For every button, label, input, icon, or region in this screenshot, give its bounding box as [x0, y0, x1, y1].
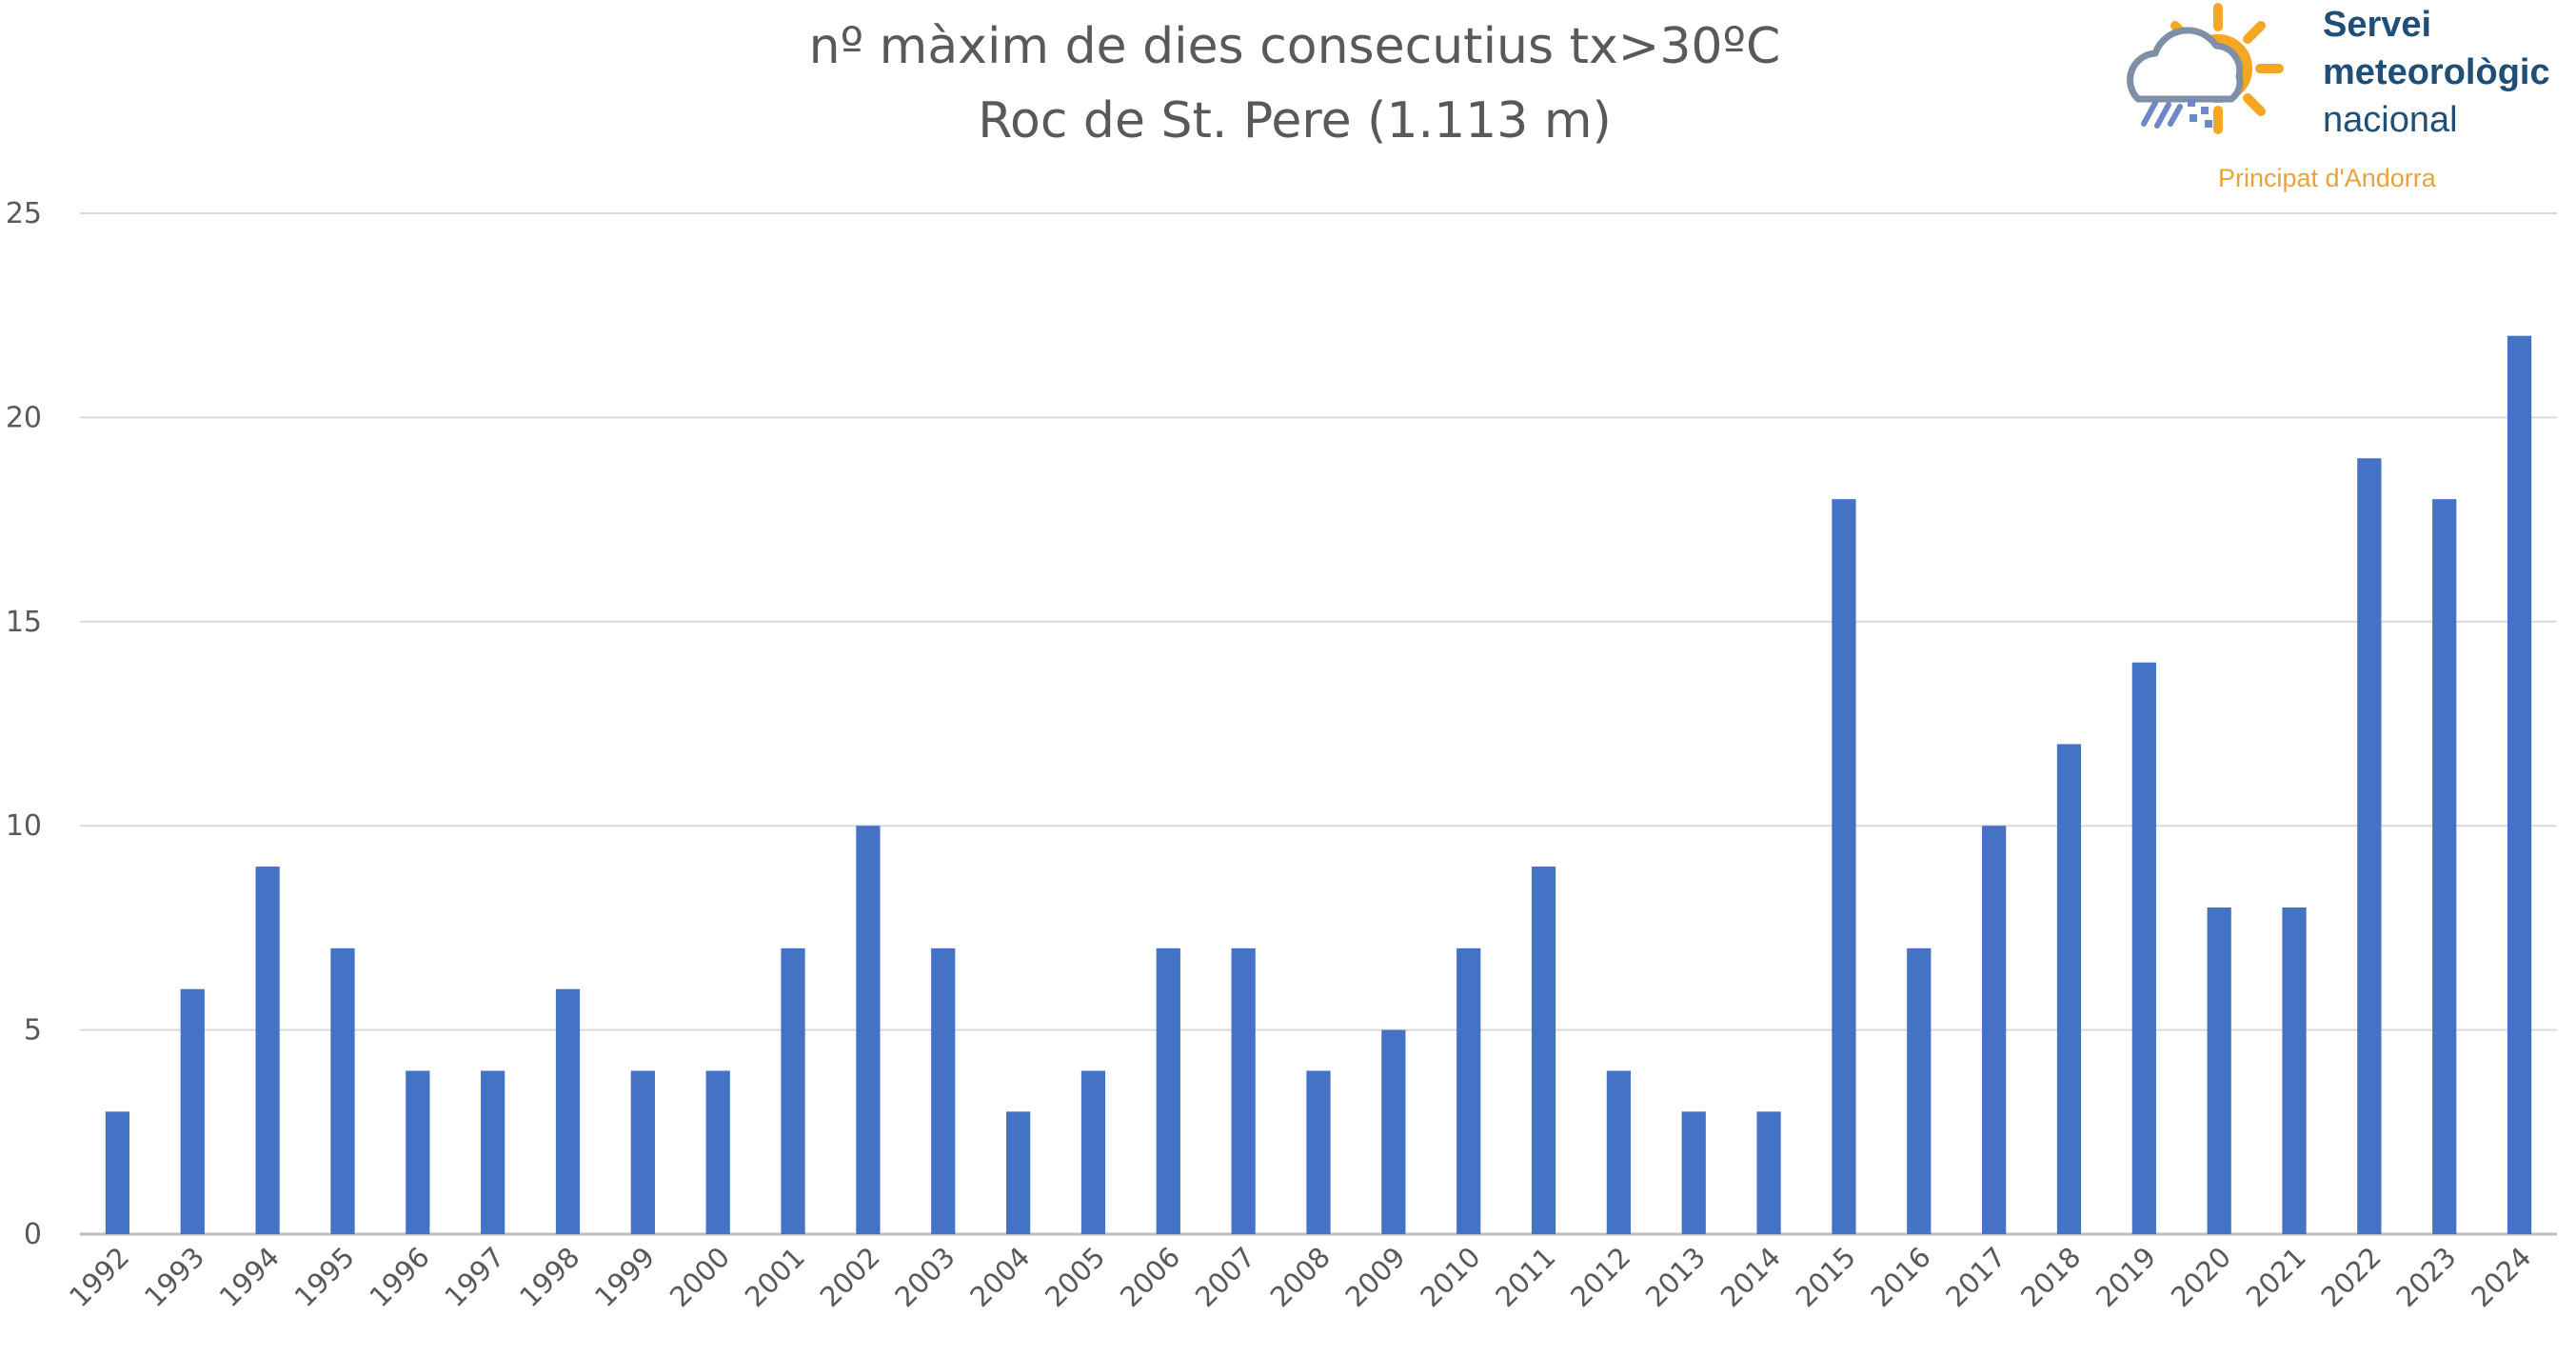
- bar-2019: [2131, 662, 2156, 1234]
- bar-1992: [105, 1111, 130, 1234]
- bar-2007: [1231, 947, 1256, 1234]
- bar-1997: [481, 1070, 505, 1234]
- x-tick-label: 2017: [1939, 1241, 2011, 1313]
- bar-1994: [255, 867, 280, 1234]
- y-axis: 0 5 10 15 20 25: [6, 197, 42, 1251]
- logo-line-1: Servei: [2323, 5, 2431, 45]
- x-axis: 1992 1993 1994 1995 1996 1997 1998 1999 2000 2001…: [63, 1241, 2537, 1313]
- x-tick-label: 2011: [1489, 1241, 1561, 1313]
- bar-1996: [406, 1070, 430, 1234]
- bar-2023: [2432, 499, 2457, 1234]
- bar-2003: [931, 947, 956, 1234]
- y-tick-label: 5: [24, 1014, 42, 1047]
- x-tick-label: 2018: [2014, 1241, 2087, 1313]
- x-tick-label: 2004: [963, 1241, 1036, 1313]
- y-tick-label: 20: [6, 401, 42, 434]
- snow-icon: [2188, 99, 2212, 128]
- x-tick-label: 2006: [1114, 1241, 1186, 1313]
- x-tick-label: 2014: [1714, 1241, 1787, 1313]
- x-tick-label: 2021: [2240, 1241, 2312, 1313]
- x-tick-label: 2009: [1339, 1241, 1412, 1313]
- bar-2016: [1907, 947, 1932, 1234]
- bar-1999: [630, 1070, 655, 1234]
- x-tick-label: 2010: [1414, 1241, 1486, 1313]
- logo-line-3: nacional: [2323, 100, 2458, 140]
- rain-icon: [2141, 100, 2183, 129]
- bar-2011: [1531, 867, 1556, 1234]
- x-tick-label: 2012: [1564, 1241, 1636, 1313]
- bar-2021: [2282, 907, 2307, 1234]
- x-tick-label: 2024: [2465, 1241, 2537, 1313]
- x-tick-label: 2003: [888, 1241, 961, 1313]
- bar-2018: [2056, 744, 2082, 1234]
- bar-2015: [1832, 499, 1856, 1234]
- bar-2009: [1381, 1029, 1406, 1234]
- x-tick-label: 2007: [1189, 1241, 1261, 1313]
- bar-2013: [1681, 1111, 1706, 1234]
- x-tick-label: 2002: [814, 1241, 886, 1313]
- bar-2004: [1005, 1111, 1031, 1234]
- x-tick-label: 2001: [739, 1241, 811, 1313]
- bar-2000: [705, 1070, 730, 1234]
- x-tick-label: 2000: [664, 1241, 736, 1313]
- x-tick-label: 1997: [438, 1241, 510, 1313]
- y-tick-label: 0: [24, 1218, 42, 1251]
- bar-2020: [2207, 907, 2231, 1234]
- chart-subtitle: Roc de St. Pere (1.113 m): [978, 92, 1612, 150]
- logo-line-2: meteorològic: [2323, 52, 2550, 92]
- x-tick-label: 2008: [1264, 1241, 1337, 1313]
- bar-1998: [555, 988, 581, 1234]
- y-tick-label: 25: [6, 197, 42, 230]
- x-tick-label: 2016: [1865, 1241, 1937, 1313]
- bar-2002: [856, 826, 881, 1234]
- logo: Servei meteorològic nacional Principat d…: [2127, 3, 2550, 192]
- bar-2024: [2507, 335, 2532, 1234]
- x-tick-label: 2019: [2090, 1241, 2162, 1313]
- bar-1993: [180, 988, 205, 1234]
- y-tick-label: 15: [6, 606, 42, 639]
- x-tick-label: 2005: [1039, 1241, 1111, 1313]
- x-tick-label: 1998: [513, 1241, 585, 1313]
- bar-2017: [1982, 826, 2007, 1234]
- bar-2022: [2357, 458, 2382, 1234]
- logo-subline: Principat d'Andorra: [2218, 164, 2437, 192]
- bar-2012: [1606, 1070, 1632, 1234]
- bars: [105, 335, 2532, 1234]
- x-tick-label: 1996: [364, 1241, 436, 1313]
- bar-2008: [1306, 1070, 1331, 1234]
- x-tick-label: 2022: [2315, 1241, 2388, 1313]
- x-tick-label: 1994: [213, 1241, 286, 1313]
- x-tick-label: 2020: [2165, 1241, 2237, 1313]
- bar-2014: [1756, 1111, 1781, 1234]
- x-tick-label: 1992: [63, 1241, 135, 1313]
- bar-1995: [330, 947, 355, 1234]
- bar-2001: [781, 947, 805, 1234]
- bar-2010: [1456, 947, 1481, 1234]
- bar-2005: [1080, 1070, 1106, 1234]
- x-tick-label: 1999: [588, 1241, 661, 1313]
- bar-2006: [1156, 947, 1180, 1234]
- x-tick-label: 1993: [138, 1241, 210, 1313]
- x-tick-label: 2023: [2389, 1241, 2462, 1313]
- x-tick-label: 1995: [288, 1241, 361, 1313]
- cloud-icon: [2127, 27, 2244, 103]
- x-tick-label: 2013: [1639, 1241, 1712, 1313]
- x-tick-label: 2015: [1790, 1241, 1862, 1313]
- chart-title: nº màxim de dies consecutius tx>30ºC: [809, 18, 1781, 75]
- y-tick-label: 10: [6, 809, 42, 843]
